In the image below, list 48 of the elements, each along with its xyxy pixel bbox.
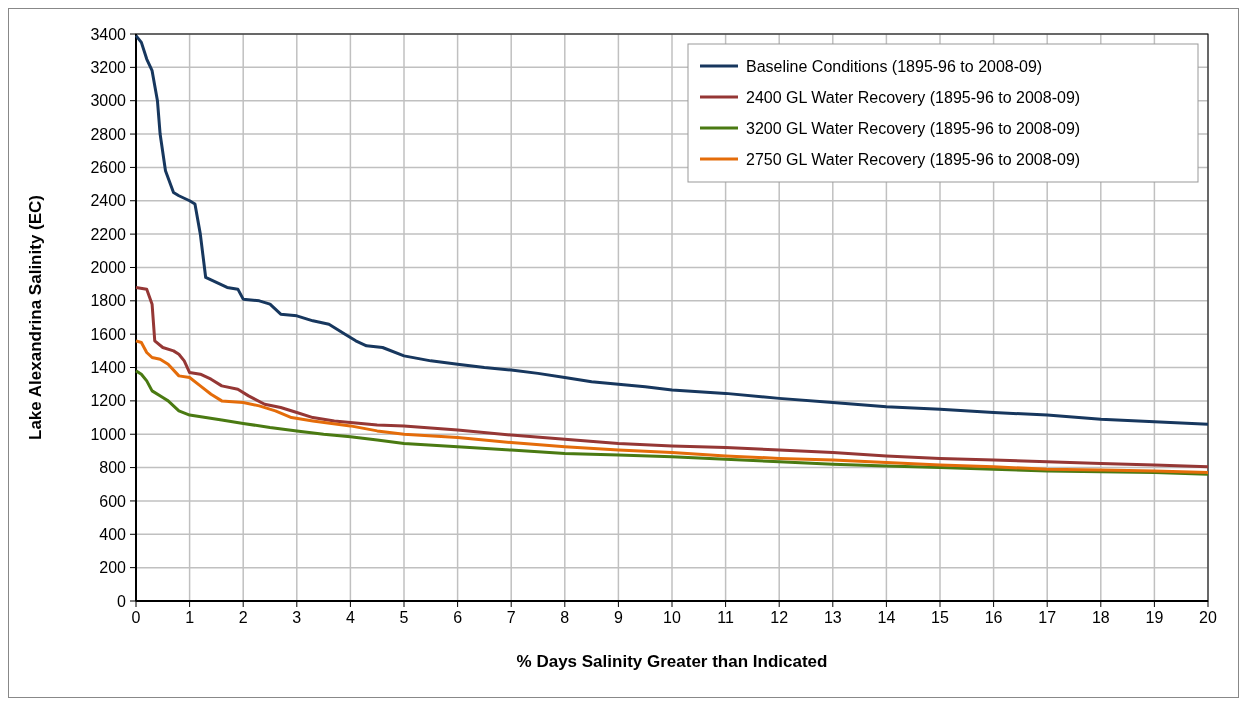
- x-tick-label: 10: [663, 609, 681, 626]
- y-tick-label: 2600: [90, 159, 127, 177]
- line-series: [134, 369, 1210, 476]
- legend-label: 2400 GL Water Recovery (1895-96 to 2008-09): [746, 88, 1081, 106]
- x-tick-label: 17: [1038, 609, 1057, 626]
- y-tick-label: 2000: [90, 259, 127, 277]
- y-tick-label: 1400: [90, 359, 127, 377]
- y-tick-label: 3200: [90, 58, 127, 76]
- x-tick-label: 13: [823, 609, 842, 626]
- x-axis-title: % Days Salinity Greater than Indicated: [516, 652, 828, 671]
- line-series: [134, 285, 1210, 469]
- x-tick-label: 7: [506, 609, 516, 626]
- y-tick-label: 2400: [90, 192, 127, 210]
- y-tick-label: 3000: [90, 92, 127, 110]
- y-tick-label: 1800: [90, 292, 127, 310]
- x-tick-label: 12: [770, 609, 789, 626]
- y-tick-label: 1600: [90, 325, 127, 343]
- y-tick-label: 1000: [90, 425, 127, 443]
- y-tick-label: 200: [99, 559, 127, 577]
- x-tick-label: 20: [1199, 609, 1217, 626]
- y-tick-label: 2800: [90, 125, 127, 143]
- x-tick-label: 2: [238, 609, 248, 626]
- y-tick-label: 0: [117, 592, 127, 610]
- x-tick-label: 15: [931, 609, 949, 626]
- x-tick-label: 8: [560, 609, 570, 626]
- x-tick-label: 3: [292, 609, 302, 626]
- x-tick-label: 4: [345, 609, 355, 626]
- legend-label: 3200 GL Water Recovery (1895-96 to 2008-09): [746, 119, 1081, 137]
- y-tick-label: 2200: [90, 225, 127, 243]
- y-tick-label: 1200: [90, 392, 127, 410]
- x-tick-label: 6: [453, 609, 463, 626]
- legend-label: 2750 GL Water Recovery (1895-96 to 2008-09): [746, 150, 1081, 168]
- y-tick-label: 600: [99, 492, 127, 510]
- x-tick-label: 5: [399, 609, 409, 626]
- y-axis-title: Lake Alexandrina Salinity (EC): [26, 195, 45, 440]
- x-tick-label: 18: [1091, 609, 1110, 626]
- x-tick-label: 14: [877, 609, 896, 626]
- x-tick-label: 9: [613, 609, 623, 626]
- x-tick-label: 11: [717, 609, 735, 626]
- y-tick-label: 400: [99, 525, 127, 543]
- line-series: [134, 339, 1210, 475]
- x-tick-label: 1: [185, 609, 195, 626]
- y-tick-label: 800: [99, 459, 127, 477]
- x-tick-label: 0: [131, 609, 141, 626]
- legend-label: Baseline Conditions (1895-96 to 2008-09): [746, 57, 1043, 75]
- x-tick-label: 19: [1145, 609, 1164, 626]
- y-tick-label: 3400: [90, 25, 127, 43]
- x-tick-label: 16: [984, 609, 1003, 626]
